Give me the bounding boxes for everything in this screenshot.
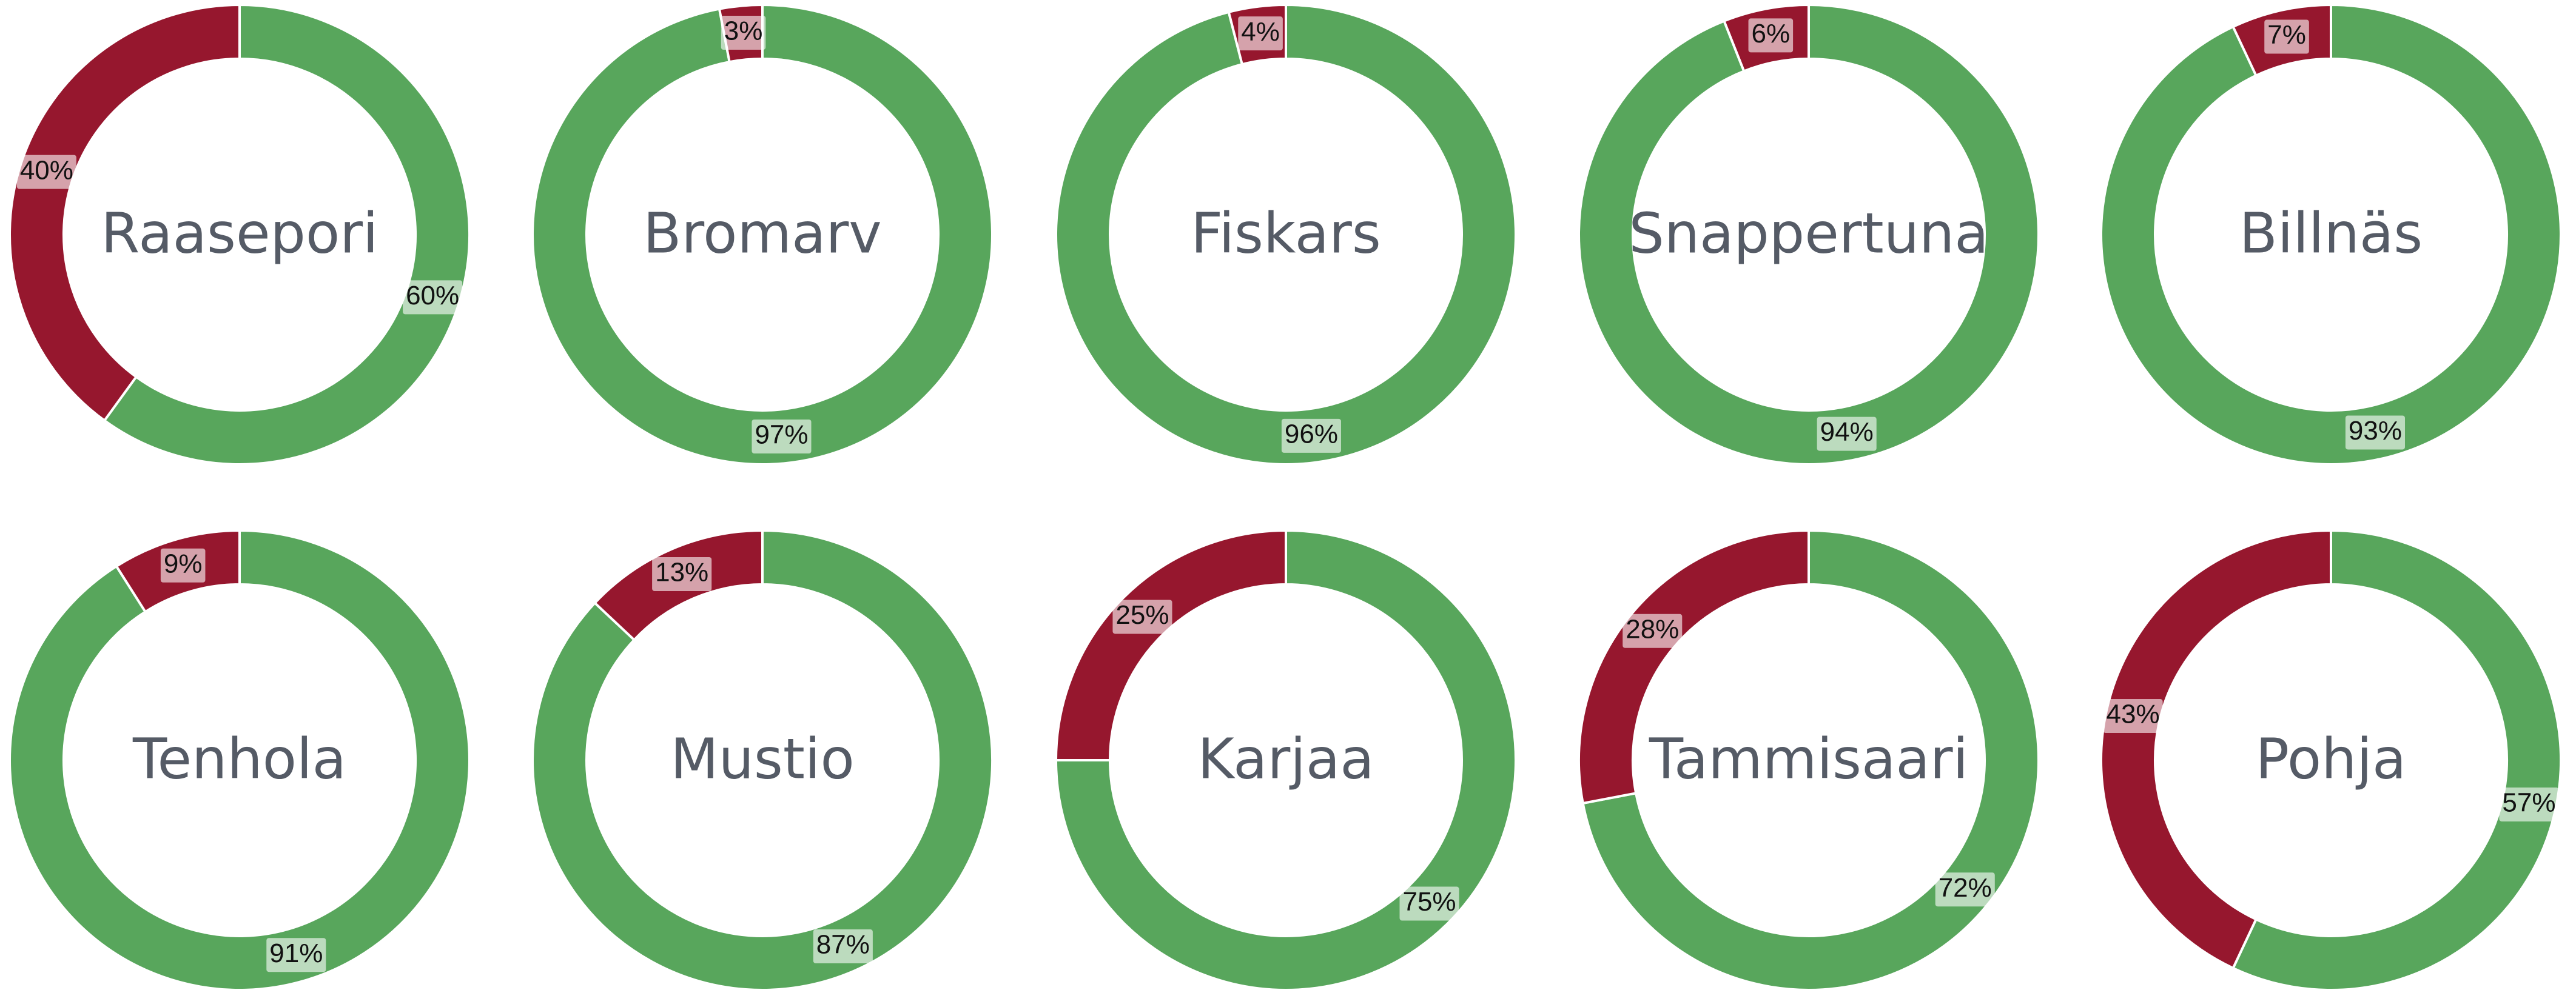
- value-label: 75%: [1402, 887, 1456, 917]
- value-label: 43%: [2107, 700, 2160, 729]
- donut-segment: [103, 3, 471, 466]
- label-background: [1281, 418, 1341, 453]
- value-label: 7%: [2267, 20, 2306, 50]
- label-background: [2264, 19, 2309, 54]
- chart-title: Billnäs: [2239, 201, 2423, 266]
- value-label: 3%: [724, 16, 763, 46]
- chart-title: Pohja: [2256, 726, 2407, 791]
- value-label: 40%: [20, 155, 73, 185]
- value-label: 91%: [269, 938, 323, 968]
- donut-chart: Snappertuna 94% 6%: [1578, 3, 2040, 466]
- donut-segment: [1055, 3, 1517, 466]
- donut-segment: [2100, 529, 2332, 970]
- label-background: [813, 929, 873, 963]
- value-label: 57%: [2502, 788, 2555, 818]
- donut-segment: [531, 3, 994, 466]
- label-background: [16, 155, 76, 189]
- donut-chart: Raasepori 60% 40%: [8, 3, 471, 466]
- label-background: [2499, 787, 2559, 821]
- donut-segment: [1578, 529, 1810, 805]
- label-background: [2103, 699, 2163, 734]
- label-background: [160, 548, 206, 583]
- value-label: 28%: [1626, 614, 1679, 644]
- donut-chart: Tenhola 91% 9%: [8, 529, 471, 990]
- label-background: [1817, 416, 1877, 451]
- value-label: 4%: [1241, 17, 1280, 47]
- donut-segment: [1054, 529, 1287, 761]
- chart-title: Bromarv: [643, 201, 881, 266]
- donut-chart: Fiskars 96% 4%: [1055, 3, 1517, 466]
- chart-title: Fiskars: [1191, 201, 1381, 266]
- donut-chart: Karjaa 75% 25%: [1054, 529, 1517, 990]
- donut-segment: [2231, 529, 2562, 990]
- label-background: [1399, 886, 1459, 921]
- value-label: 94%: [1820, 417, 1874, 447]
- donut-segment: [1054, 529, 1517, 990]
- label-background: [403, 280, 463, 315]
- value-label: 96%: [1285, 419, 1338, 449]
- donut-segment: [8, 3, 241, 423]
- label-background: [2345, 415, 2406, 450]
- chart-title: Tammisaari: [1649, 726, 1968, 791]
- label-background: [1112, 600, 1172, 634]
- label-background: [752, 420, 812, 454]
- donut-segment: [1578, 3, 2040, 466]
- donut-chart: Bromarv 97% 3%: [531, 3, 994, 466]
- value-label: 97%: [755, 420, 808, 450]
- value-label: 13%: [655, 558, 708, 587]
- value-label: 72%: [1939, 873, 1992, 903]
- chart-title: Karjaa: [1197, 726, 1374, 791]
- donut-chart: Billnäs 93% 7%: [2100, 3, 2562, 466]
- donut-segment: [2100, 3, 2562, 466]
- chart-title: Raasepori: [101, 201, 378, 266]
- donut-chart: Mustio 87% 13%: [531, 529, 994, 990]
- label-background: [1935, 872, 1995, 907]
- label-background: [1623, 614, 1683, 648]
- label-background: [721, 15, 766, 50]
- donut-segment: [1581, 529, 2040, 990]
- donut-chart: Pohja 57% 43%: [2100, 529, 2562, 990]
- value-label: 6%: [1752, 19, 1791, 48]
- value-label: 9%: [164, 549, 203, 578]
- label-background: [1748, 18, 1794, 53]
- value-label: 25%: [1115, 600, 1169, 630]
- label-background: [1238, 16, 1283, 51]
- value-label: 93%: [2349, 416, 2402, 446]
- value-label: 87%: [816, 930, 870, 960]
- chart-title: Snappertuna: [1629, 201, 1988, 266]
- donut-segment: [8, 529, 471, 990]
- donut-chart: Tammisaari 72% 28%: [1578, 529, 2040, 990]
- label-background: [266, 938, 326, 972]
- chart-title: Mustio: [670, 726, 855, 791]
- donut-segment: [531, 529, 994, 990]
- chart-title: Tenhola: [132, 726, 346, 791]
- label-background: [652, 557, 712, 592]
- value-label: 60%: [406, 281, 459, 310]
